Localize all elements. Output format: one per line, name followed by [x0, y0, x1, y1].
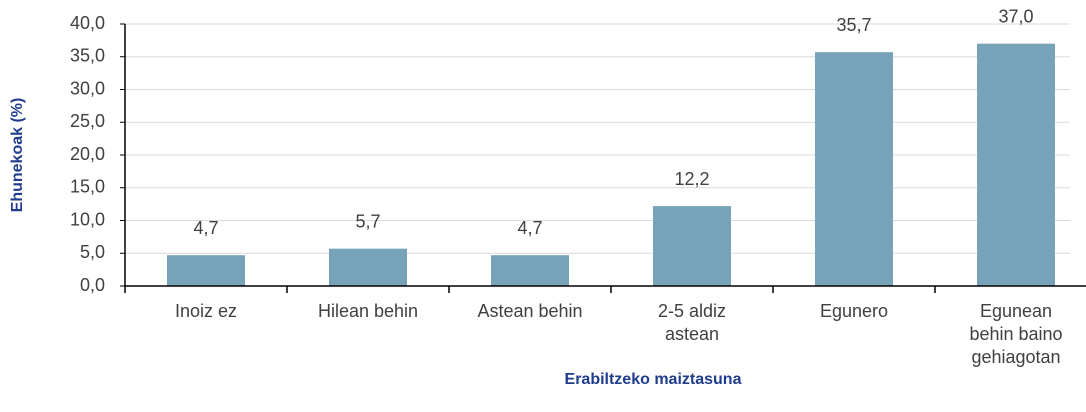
x-axis-title: Erabiltzeko maiztasuna: [565, 371, 742, 388]
y-tick-label: 10,0: [70, 209, 105, 229]
y-tick-label: 20,0: [70, 144, 105, 164]
data-label: 12,2: [674, 169, 709, 189]
y-tick-label: 5,0: [80, 242, 105, 262]
bar: [329, 248, 407, 286]
bar: [491, 255, 569, 286]
y-tick-label: 30,0: [70, 78, 105, 98]
x-tick-label: Egunero: [819, 301, 889, 321]
data-label: 35,7: [836, 15, 871, 35]
data-label: 37,0: [998, 6, 1033, 26]
bar: [977, 43, 1055, 287]
y-tick-label: 15,0: [70, 177, 105, 197]
data-label: 4,7: [193, 218, 218, 238]
data-label: 4,7: [517, 218, 542, 238]
y-tick-label: 25,0: [70, 111, 105, 131]
x-tick-label: Egunean behin baino gehiagotan: [969, 301, 1063, 367]
x-tick-label: Inoiz ez: [174, 301, 238, 321]
bar: [815, 52, 893, 286]
bar: [167, 255, 245, 286]
x-tick-label: Astean behin: [477, 301, 583, 321]
y-axis-title: Ehunekoak (%): [9, 98, 26, 213]
bar: [653, 206, 731, 286]
data-label: 5,7: [355, 211, 380, 231]
y-tick-label: 35,0: [70, 46, 105, 66]
x-tick-label: Hilean behin: [317, 301, 419, 321]
y-tick-label: 0,0: [80, 275, 105, 295]
y-tick-label: 40,0: [70, 13, 105, 33]
x-tick-label: 2-5 aldiz astean: [657, 301, 727, 344]
